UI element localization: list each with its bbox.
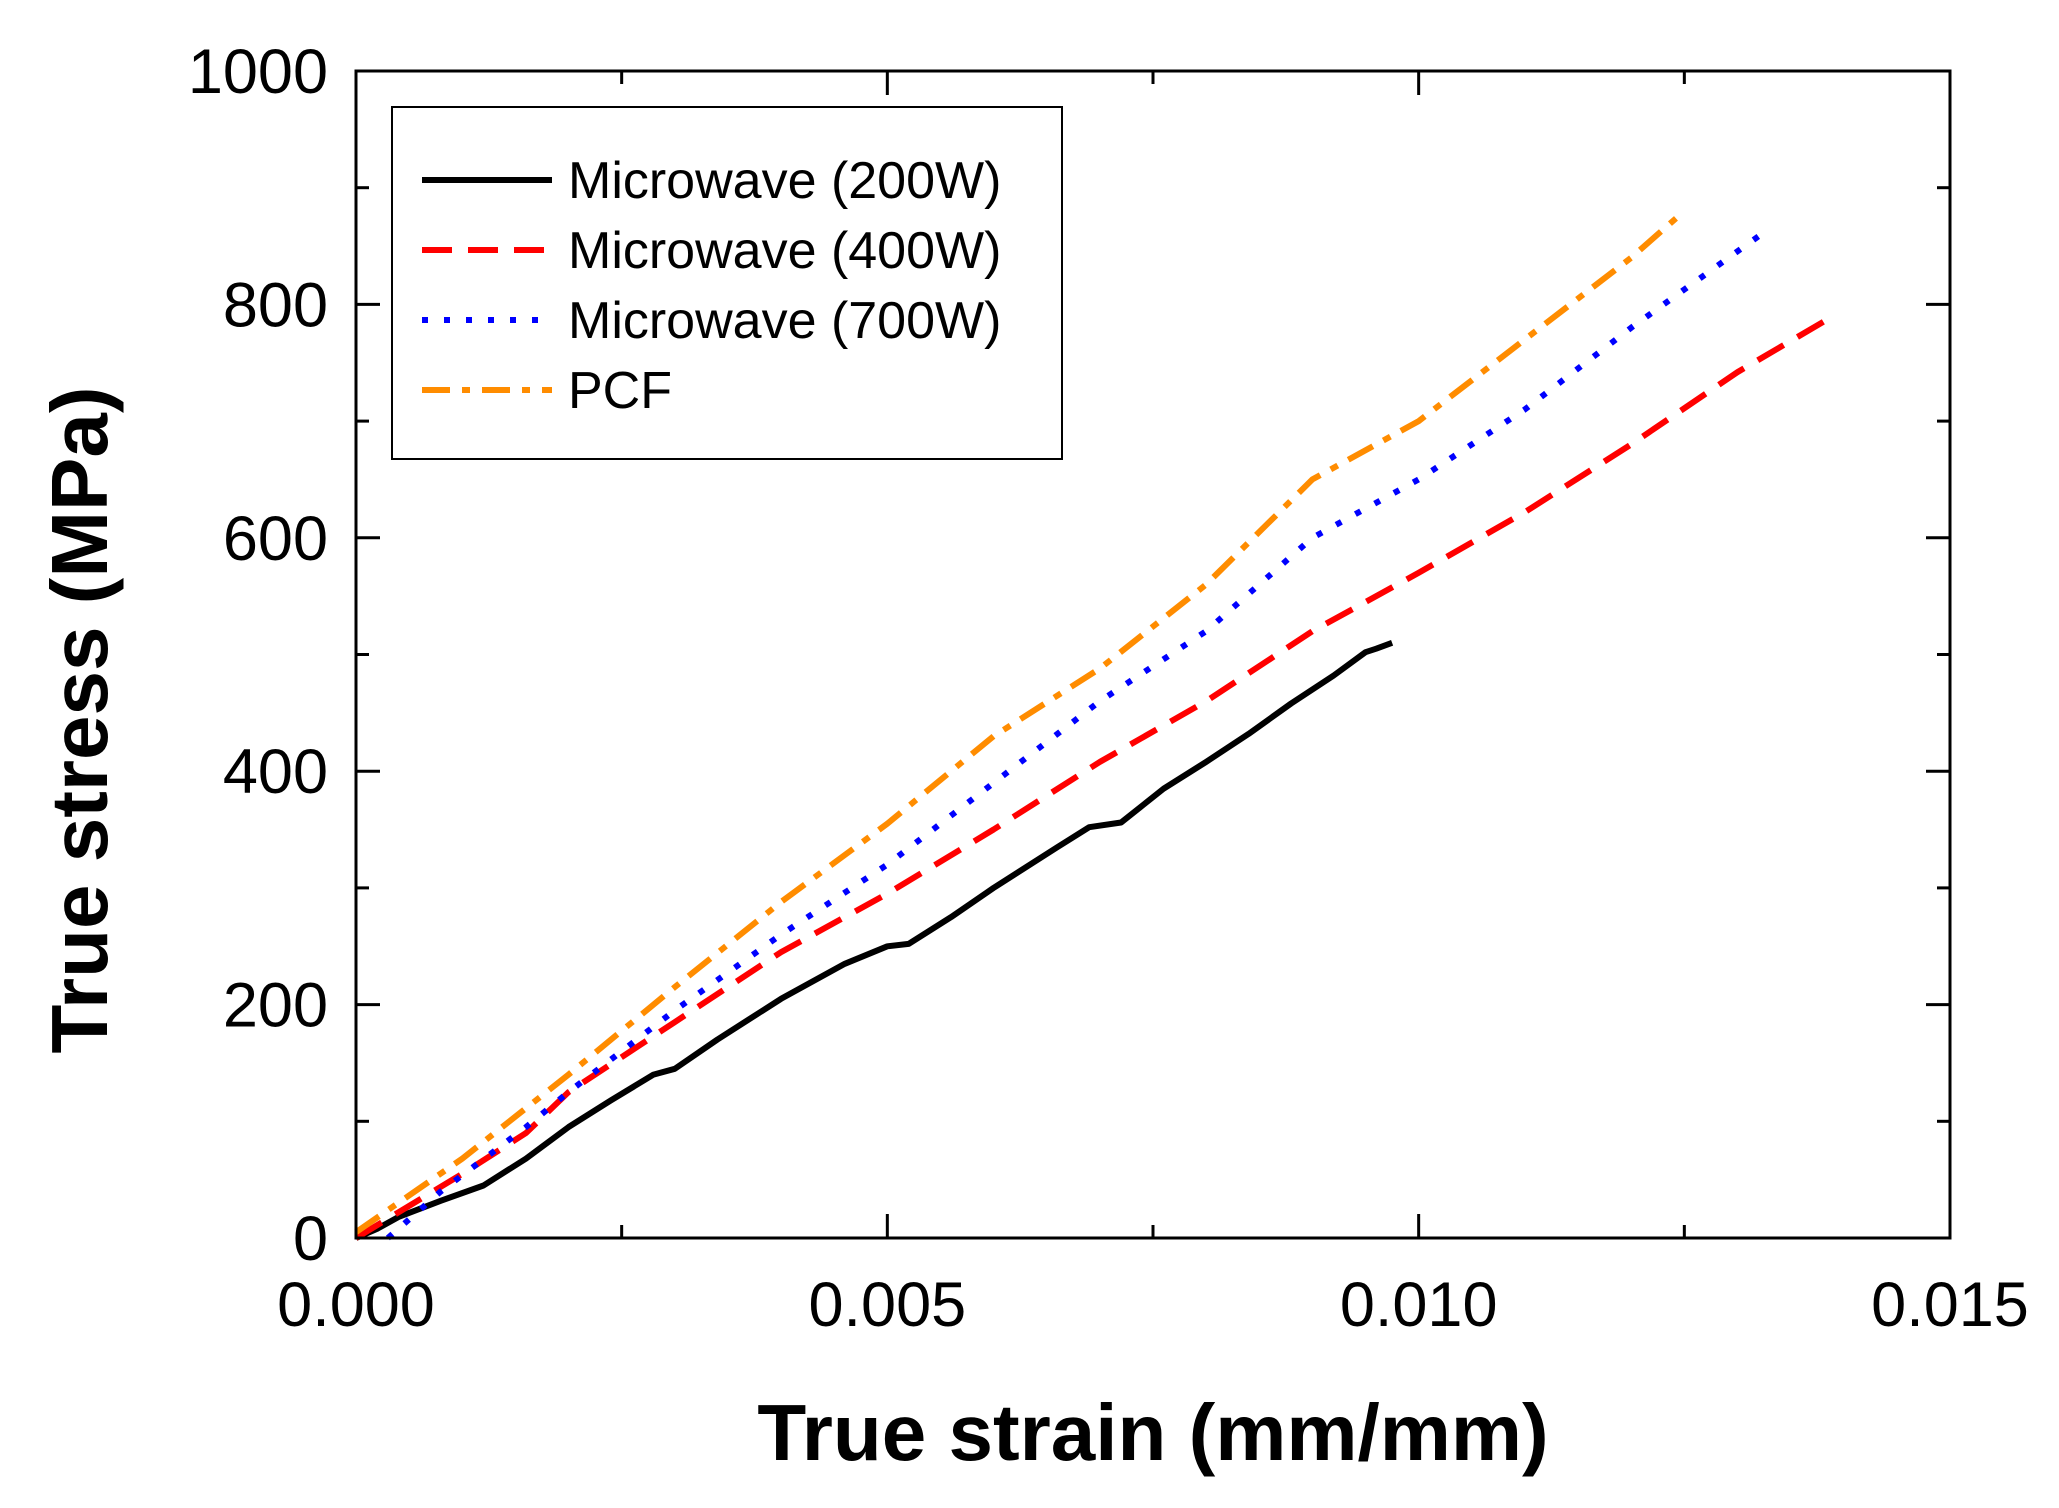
y-tick-label: 400: [223, 737, 328, 807]
y-tick-label: 1000: [188, 37, 328, 107]
legend-box: [391, 106, 1063, 460]
y-tick-label: 200: [223, 971, 328, 1041]
x-tick-label: 0.005: [809, 1270, 967, 1340]
legend-label-3: PCF: [568, 362, 672, 420]
legend-label-1: Microwave (400W): [568, 222, 1001, 280]
legend-label-0: Microwave (200W): [568, 152, 1001, 210]
x-axis-title: True strain (mm/mm): [757, 1388, 1548, 1477]
y-tick-label: 800: [223, 270, 328, 340]
series-line-0: [354, 639, 1394, 1241]
plot-frame: [354, 69, 1952, 1240]
y-axis-title: True stress (MPa): [35, 387, 124, 1054]
series-layer: [354, 208, 1835, 1241]
ticks-layer: 0.000 0.005 0.010 0.015 0 200 400 600 800 1000: [188, 37, 2029, 1340]
x-tick-label: 0.015: [1871, 1270, 2029, 1340]
series-line-3: [354, 208, 1687, 1235]
series-line-2: [385, 226, 1772, 1241]
y-tick-label: 600: [223, 504, 328, 574]
legend: Microwave (200W) Microwave (400W) Microwav…: [391, 106, 1063, 460]
legend-label-2: Microwave (700W): [568, 292, 1001, 350]
y-tick-label: 0: [293, 1204, 328, 1274]
series-line-1: [354, 313, 1835, 1241]
x-tick-label: 0.000: [277, 1270, 435, 1340]
x-tick-label: 0.010: [1340, 1270, 1498, 1340]
